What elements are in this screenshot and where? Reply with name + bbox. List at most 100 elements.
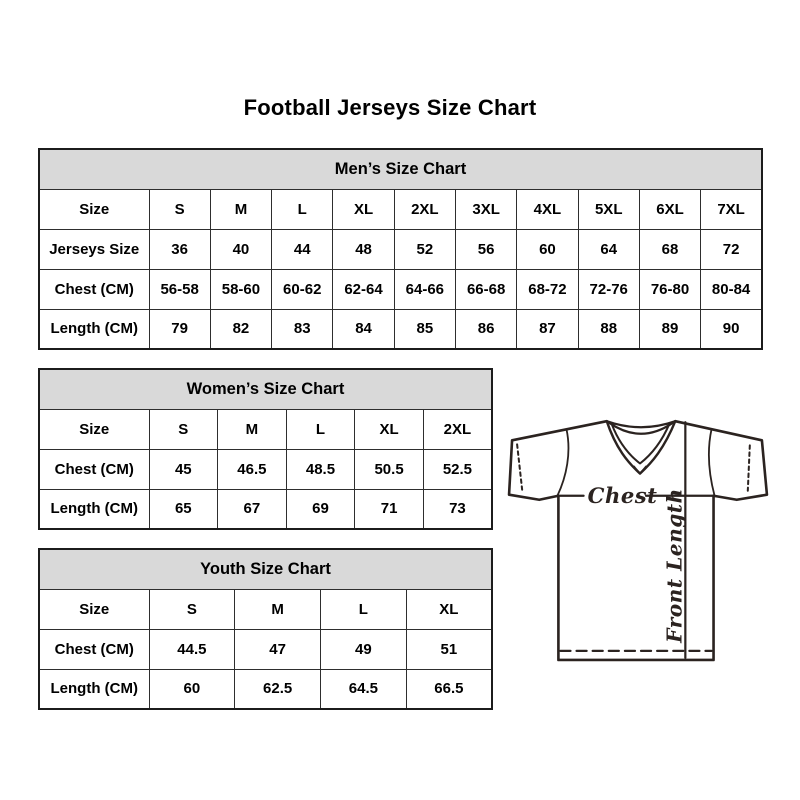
row-label-cell: Length (CM) <box>38 308 150 350</box>
table-row: Length (CM) 65 67 69 71 73 <box>38 488 493 530</box>
value-cell: 71 <box>354 488 424 530</box>
youth-table-header: Youth Size Chart <box>38 548 493 590</box>
jersey-vneck-inner <box>610 423 671 465</box>
value-cell: 69 <box>285 488 356 530</box>
value-cell: 86 <box>454 308 518 350</box>
value-cell: 60 <box>516 228 579 270</box>
value-cell: 44 <box>271 228 334 270</box>
jersey-vneck-tip <box>633 465 647 475</box>
value-cell: 2XL <box>393 188 456 230</box>
value-cell: 60 <box>148 668 236 710</box>
table-row: Chest (CM) 44.5 47 49 51 <box>38 628 493 670</box>
row-label-cell: Chest (CM) <box>38 628 150 670</box>
value-cell: 52 <box>393 228 456 270</box>
front-length-dimension-label: Front Length <box>662 488 686 644</box>
value-cell: 66-68 <box>454 268 518 310</box>
value-cell: 36 <box>148 228 211 270</box>
value-cell: 45 <box>148 448 219 490</box>
value-cell: L <box>320 588 407 630</box>
row-label-cell: Chest (CM) <box>38 448 150 490</box>
value-cell: 7XL <box>700 188 763 230</box>
value-cell: 60-62 <box>271 268 334 310</box>
mens-table-header: Men’s Size Chart <box>38 148 763 190</box>
value-cell: M <box>234 588 321 630</box>
value-cell: 73 <box>422 488 493 530</box>
value-cell: 5XL <box>577 188 640 230</box>
value-cell: S <box>148 588 236 630</box>
value-cell: 68-72 <box>516 268 579 310</box>
value-cell: 79 <box>148 308 211 350</box>
value-cell: M <box>217 408 287 450</box>
value-cell: S <box>148 408 219 450</box>
value-cell: 72-76 <box>577 268 640 310</box>
value-cell: 56-58 <box>148 268 211 310</box>
value-cell: 83 <box>271 308 334 350</box>
jersey-collar <box>605 420 677 435</box>
jersey-vneck-outer <box>605 419 677 475</box>
youth-size-table: Youth Size Chart Size S M L XL Chest (CM) 44.5 4… <box>38 548 493 710</box>
cuff-stitch-lines <box>516 443 751 492</box>
value-cell: 67 <box>217 488 287 530</box>
value-cell: 4XL <box>516 188 579 230</box>
table-row: Size S M L XL 2XL 3XL 4XL 5XL 6XL 7XL <box>38 188 763 230</box>
table-row: Jerseys Size 36 40 44 48 52 56 60 64 68 72 <box>38 228 763 270</box>
value-cell: 50.5 <box>354 448 424 490</box>
value-cell: 46.5 <box>217 448 287 490</box>
value-cell: 90 <box>700 308 763 350</box>
value-cell: 62.5 <box>234 668 321 710</box>
row-label-cell: Length (CM) <box>38 668 150 710</box>
table-row: Length (CM) 60 62.5 64.5 66.5 <box>38 668 493 710</box>
value-cell: 64 <box>577 228 640 270</box>
value-cell: 51 <box>405 628 493 670</box>
value-cell: 87 <box>516 308 579 350</box>
row-label-cell: Size <box>38 588 150 630</box>
value-cell: 88 <box>577 308 640 350</box>
value-cell: 84 <box>332 308 395 350</box>
value-cell: 48 <box>332 228 395 270</box>
row-label-cell: Jerseys Size <box>38 228 150 270</box>
value-cell: 64.5 <box>320 668 407 710</box>
jersey-seams <box>556 428 716 497</box>
womens-size-table: Women’s Size Chart Size S M L XL 2XL Chest (CM)… <box>38 368 493 530</box>
value-cell: 48.5 <box>285 448 356 490</box>
value-cell: 2XL <box>422 408 493 450</box>
value-cell: 76-80 <box>638 268 702 310</box>
row-label-cell: Size <box>38 408 150 450</box>
mens-size-table: Men’s Size Chart Size S M L XL 2XL 3XL 4XL 5XL 6XL… <box>38 148 763 350</box>
value-cell: 56 <box>454 228 518 270</box>
value-cell: 80-84 <box>700 268 763 310</box>
value-cell: 58-60 <box>209 268 273 310</box>
value-cell: XL <box>332 188 395 230</box>
table-row: Size S M L XL <box>38 588 493 630</box>
value-cell: 47 <box>234 628 321 670</box>
value-cell: 6XL <box>638 188 702 230</box>
value-cell: 49 <box>320 628 407 670</box>
value-cell: 82 <box>209 308 273 350</box>
table-row: Length (CM) 79 82 83 84 85 86 87 88 89 90 <box>38 308 763 350</box>
value-cell: 3XL <box>454 188 518 230</box>
row-label-cell: Size <box>38 188 150 230</box>
table-row: Chest (CM) 45 46.5 48.5 50.5 52.5 <box>38 448 493 490</box>
page-title: Football Jerseys Size Chart <box>243 95 537 120</box>
value-cell: 62-64 <box>332 268 395 310</box>
table-row: Size S M L XL 2XL <box>38 408 493 450</box>
value-cell: XL <box>354 408 424 450</box>
value-cell: 65 <box>148 488 219 530</box>
value-cell: XL <box>405 588 493 630</box>
womens-table-header: Women’s Size Chart <box>38 368 493 410</box>
row-label-cell: Chest (CM) <box>38 268 150 310</box>
value-cell: 52.5 <box>422 448 493 490</box>
value-cell: 68 <box>638 228 702 270</box>
row-label-cell: Length (CM) <box>38 488 150 530</box>
value-cell: 44.5 <box>148 628 236 670</box>
value-cell: 66.5 <box>405 668 493 710</box>
jersey-measurement-diagram: Chest Front Length <box>507 419 769 662</box>
value-cell: L <box>271 188 334 230</box>
jersey-outline <box>507 419 769 662</box>
value-cell: 85 <box>393 308 456 350</box>
value-cell: S <box>148 188 211 230</box>
chest-dimension-label: Chest <box>588 483 658 508</box>
value-cell: 64-66 <box>393 268 456 310</box>
value-cell: 72 <box>700 228 763 270</box>
